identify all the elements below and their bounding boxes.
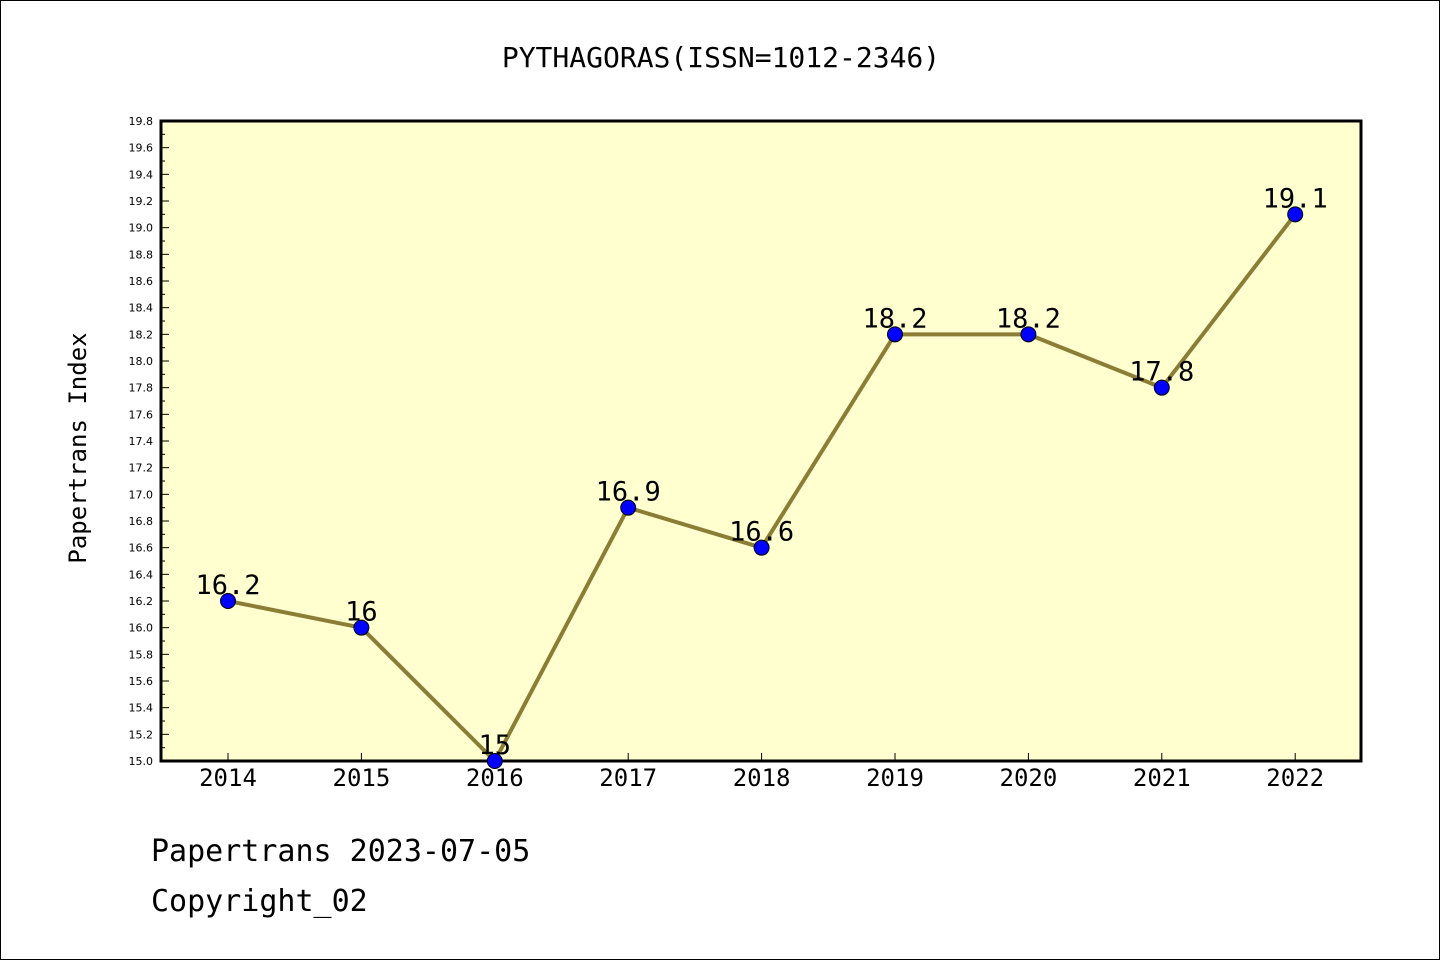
data-label: 19.1 bbox=[1263, 183, 1328, 214]
x-tick-label: 2021 bbox=[1133, 764, 1191, 792]
y-tick-label: 17.2 bbox=[129, 462, 154, 475]
data-point bbox=[1153, 379, 1170, 396]
y-tick-label: 16.4 bbox=[129, 568, 154, 581]
y-tick-label: 18.0 bbox=[129, 355, 154, 368]
y-tick-label: 19.6 bbox=[129, 142, 154, 155]
y-tick-label: 19.0 bbox=[129, 222, 154, 235]
y-tick-label: 18.4 bbox=[129, 302, 154, 315]
data-point bbox=[753, 539, 770, 556]
footer-copyright: Copyright_02 bbox=[151, 884, 368, 919]
data-label: 17.8 bbox=[1129, 357, 1194, 388]
data-point bbox=[1287, 206, 1304, 223]
data-label: 16 bbox=[345, 597, 378, 628]
y-axis: 15.0 15.2 15.4 15.6 15.8 16.0 16.2 16.4 16.6 16.8… bbox=[129, 115, 169, 768]
y-tick-label: 16.8 bbox=[129, 515, 154, 528]
y-tick-label: 17.6 bbox=[129, 408, 154, 421]
data-point bbox=[486, 753, 503, 769]
data-point bbox=[220, 593, 236, 609]
y-tick-label: 17.0 bbox=[129, 488, 154, 501]
data-label: 16.2 bbox=[195, 570, 260, 601]
chart-title: PYTHAGORAS(ISSN=1012-2346) bbox=[502, 41, 940, 74]
x-tick-label: 2018 bbox=[733, 764, 791, 792]
x-tick-label: 2015 bbox=[333, 764, 391, 792]
y-tick-label: 15.6 bbox=[129, 675, 154, 688]
y-tick-label: 15.2 bbox=[129, 728, 154, 741]
x-axis: 2014 2015 2016 2017 2018 2019 2020 2021 2022 bbox=[199, 753, 1324, 792]
y-tick-label: 16.0 bbox=[129, 622, 154, 635]
y-tick-label: 18.6 bbox=[129, 275, 154, 288]
y-tick-label: 16.2 bbox=[129, 595, 154, 608]
x-tick-label: 2014 bbox=[199, 764, 257, 792]
y-axis-label: Papertrans Index bbox=[64, 332, 92, 563]
y-tick-label: 18.2 bbox=[129, 328, 154, 341]
data-point bbox=[1020, 326, 1037, 343]
y-tick-label: 17.8 bbox=[129, 382, 154, 395]
y-tick-label: 15.4 bbox=[129, 702, 154, 715]
x-tick-label: 2022 bbox=[1266, 764, 1324, 792]
x-tick-label: 2019 bbox=[866, 764, 924, 792]
series: 16.2 16 15 16.9 16.6 18.2 18.2 17.8 19.1 bbox=[195, 183, 1328, 769]
y-tick-label: 19.2 bbox=[129, 195, 154, 208]
data-label: 15 bbox=[479, 730, 512, 761]
y-tick-label: 19.4 bbox=[129, 168, 154, 181]
y-tick-label: 15.8 bbox=[129, 648, 154, 661]
data-label: 16.9 bbox=[596, 477, 661, 508]
data-point bbox=[353, 619, 370, 636]
y-tick-label: 18.8 bbox=[129, 248, 154, 261]
y-tick-label: 15.0 bbox=[129, 755, 154, 768]
data-label: 18.2 bbox=[996, 303, 1061, 334]
y-tick-label: 16.6 bbox=[129, 542, 154, 555]
y-tick-label: 17.4 bbox=[129, 435, 154, 448]
x-tick-label: 2017 bbox=[599, 764, 657, 792]
plot-area bbox=[159, 119, 1363, 763]
data-point bbox=[620, 499, 637, 516]
data-point bbox=[887, 326, 903, 343]
y-tick-label: 19.8 bbox=[129, 115, 154, 128]
data-label: 18.2 bbox=[862, 303, 927, 334]
footer-date: Papertrans 2023-07-05 bbox=[151, 834, 531, 869]
x-tick-label: 2020 bbox=[1000, 764, 1058, 792]
data-label: 16.6 bbox=[729, 517, 794, 548]
